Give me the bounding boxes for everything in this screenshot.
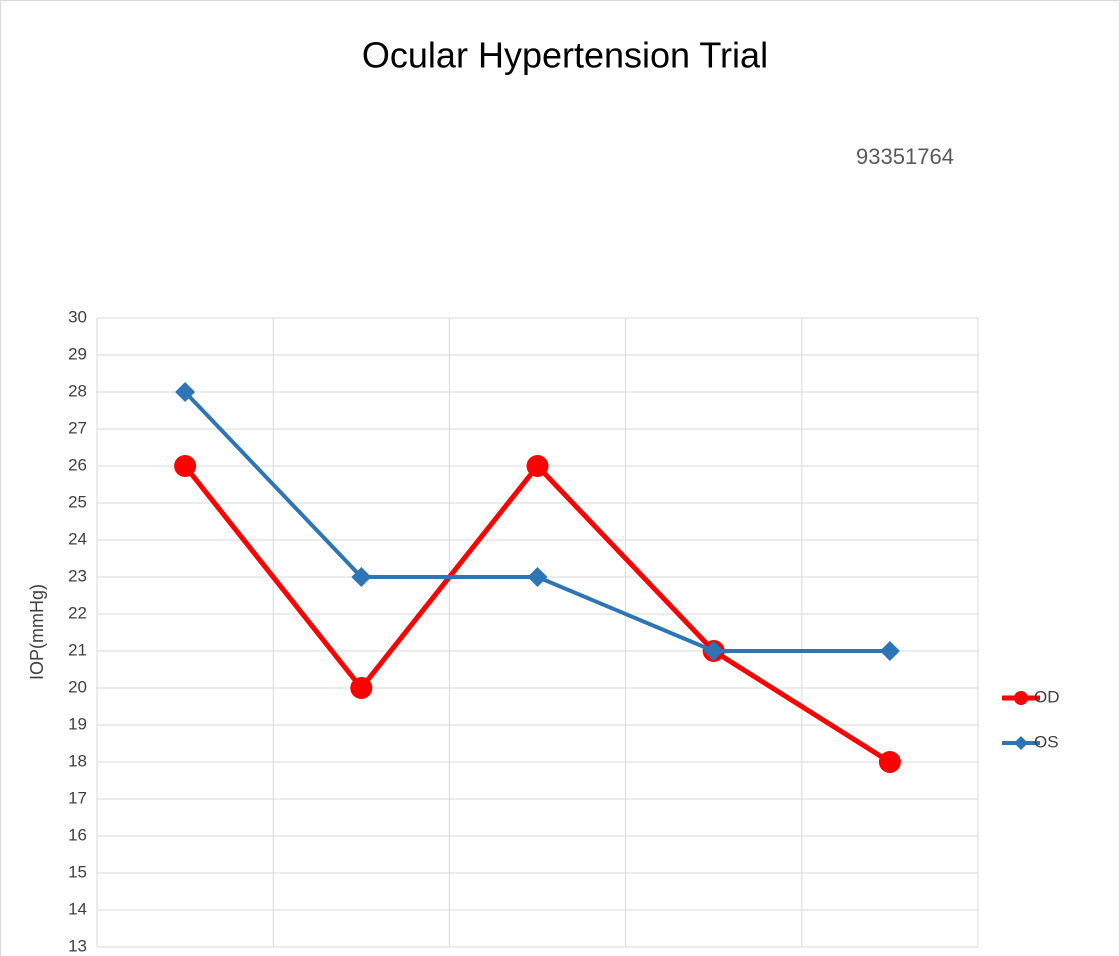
marker xyxy=(703,641,724,661)
chart-title: Ocular Hypertension Trial xyxy=(362,35,768,76)
y-tick-label: 23 xyxy=(68,566,87,585)
y-tick-label: 25 xyxy=(68,492,87,511)
marker xyxy=(350,677,373,699)
marker xyxy=(527,567,548,587)
legend-label: OD xyxy=(1034,687,1060,706)
y-tick-label: 24 xyxy=(68,529,87,548)
chart-subtitle: 93351764 xyxy=(856,144,954,169)
marker xyxy=(175,382,196,402)
y-tick-label: 20 xyxy=(68,677,87,696)
y-tick-label: 28 xyxy=(68,381,87,400)
marker xyxy=(174,455,197,477)
legend-label: OS xyxy=(1034,732,1059,751)
legend-marker xyxy=(1014,691,1028,705)
y-tick-label: 17 xyxy=(68,788,87,807)
y-tick-label: 18 xyxy=(68,751,87,770)
y-tick-label: 13 xyxy=(68,936,87,955)
marker xyxy=(878,751,901,773)
y-tick-label: 26 xyxy=(68,455,87,474)
y-tick-label: 22 xyxy=(68,603,87,622)
y-tick-label: 30 xyxy=(68,307,87,326)
y-tick-label: 21 xyxy=(68,640,87,659)
y-tick-label: 27 xyxy=(68,418,87,437)
y-axis-label: IOP(mmHg) xyxy=(27,584,47,680)
marker xyxy=(526,455,549,477)
y-tick-label: 15 xyxy=(68,862,87,881)
y-tick-label: 19 xyxy=(68,714,87,733)
marker xyxy=(879,641,900,661)
marker xyxy=(351,567,372,587)
y-tick-label: 14 xyxy=(68,899,87,918)
legend-marker xyxy=(1014,736,1028,750)
y-tick-label: 29 xyxy=(68,344,87,363)
y-tick-label: 16 xyxy=(68,825,87,844)
